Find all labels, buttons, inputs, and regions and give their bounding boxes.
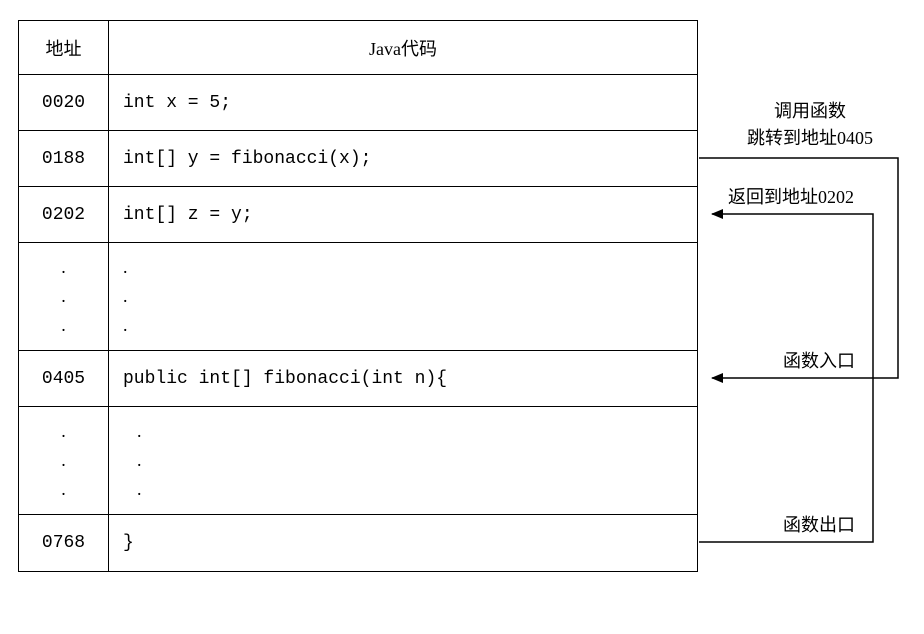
code-cell: int[] z = y; (109, 187, 697, 242)
label-entry: 函数入口 (783, 348, 855, 375)
addr-value: 0405 (42, 369, 85, 389)
code-cell: int[] y = fibonacci(x); (109, 131, 697, 186)
table-row-dots: ... ... (19, 243, 697, 351)
code-value: int[] z = y; (123, 205, 253, 225)
table-row: 0202 int[] z = y; (19, 187, 697, 243)
addr-value: 0768 (42, 533, 85, 553)
table-header-row: 地址 Java代码 (19, 21, 697, 75)
table-row: 0020 int x = 5; (19, 75, 697, 131)
header-code: Java代码 (109, 21, 697, 74)
addr-cell: 0768 (19, 515, 109, 571)
addr-value: 0202 (42, 205, 85, 225)
header-addr: 地址 (19, 21, 109, 74)
header-addr-label: 地址 (46, 35, 82, 61)
label-call: 调用函数 跳转到地址0405 (730, 98, 890, 152)
addr-cell: 0202 (19, 187, 109, 242)
code-dots: ... (109, 243, 697, 350)
label-exit: 函数出口 (783, 512, 855, 539)
table-row-dots: ... ... (19, 407, 697, 515)
diagram-container: 地址 Java代码 0020 int x = 5; 0188 int[] y =… (18, 20, 906, 615)
header-code-label: Java代码 (369, 35, 437, 61)
code-cell: public int[] fibonacci(int n){ (109, 351, 697, 406)
arrow-return (699, 214, 873, 542)
code-cell: } (109, 515, 697, 571)
table-row: 0768 } (19, 515, 697, 571)
addr-dots: ... (19, 243, 109, 350)
label-return: 返回到地址0202 (728, 184, 854, 211)
code-value: public int[] fibonacci(int n){ (123, 369, 447, 389)
addr-value: 0020 (42, 93, 85, 113)
code-value: int[] y = fibonacci(x); (123, 149, 371, 169)
addr-cell: 0405 (19, 351, 109, 406)
address-code-table: 地址 Java代码 0020 int x = 5; 0188 int[] y =… (18, 20, 698, 572)
label-call-line1: 调用函数 (730, 98, 890, 125)
addr-cell: 0020 (19, 75, 109, 130)
table-row: 0188 int[] y = fibonacci(x); (19, 131, 697, 187)
code-value: int x = 5; (123, 93, 231, 113)
label-call-line2: 跳转到地址0405 (730, 125, 890, 152)
table-row: 0405 public int[] fibonacci(int n){ (19, 351, 697, 407)
addr-dots: ... (19, 407, 109, 514)
addr-value: 0188 (42, 149, 85, 169)
code-cell: int x = 5; (109, 75, 697, 130)
addr-cell: 0188 (19, 131, 109, 186)
code-dots-indent: ... (109, 407, 697, 514)
code-value: } (123, 533, 134, 553)
